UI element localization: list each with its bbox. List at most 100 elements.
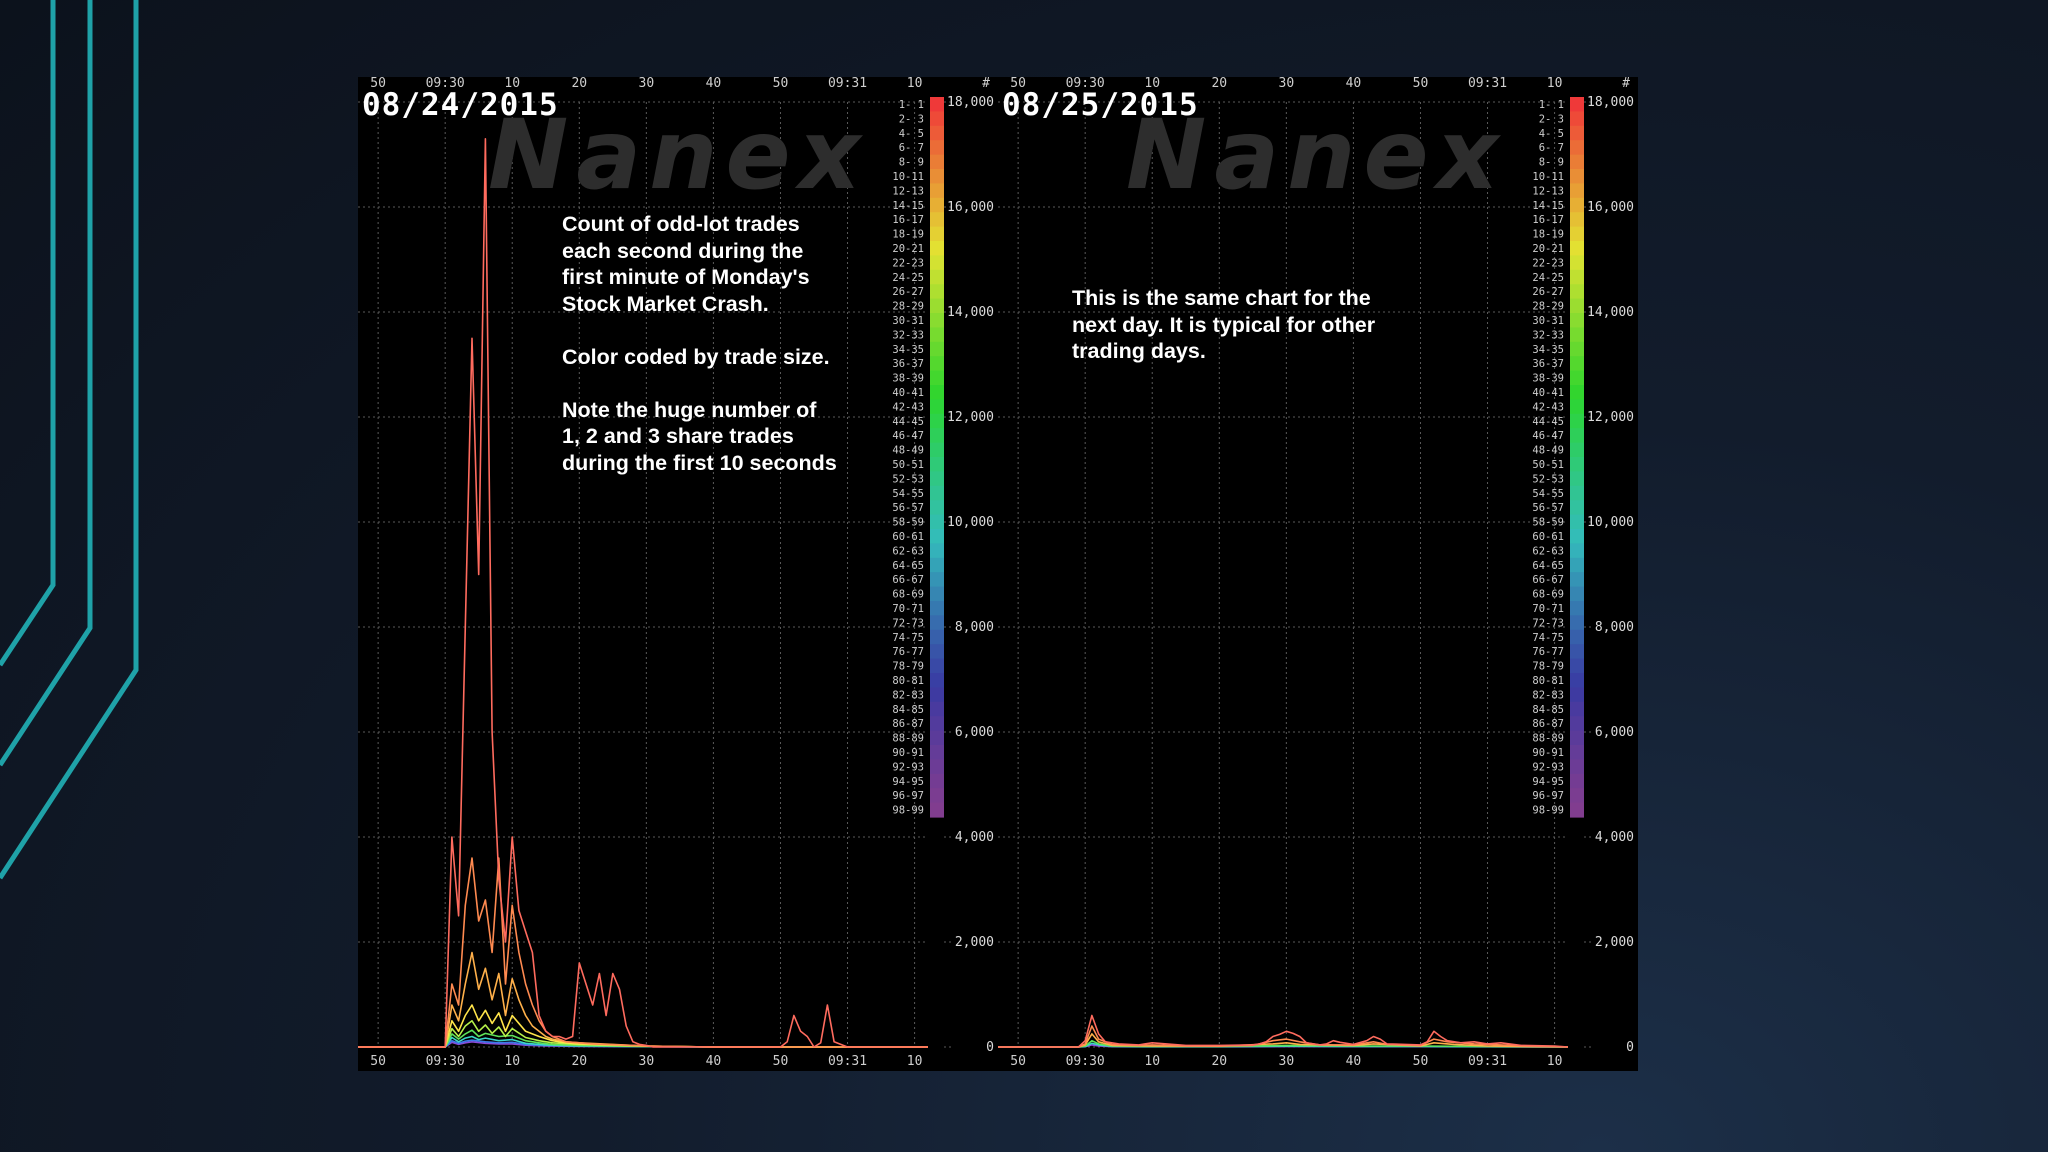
x-tick-label-top: 50 [1010,77,1026,91]
legend-color-swatch [930,716,944,732]
x-tick-label-bottom: 09:31 [828,1054,867,1069]
legend-color-swatch [930,370,944,386]
legend-color-swatch [1570,269,1584,285]
legend-color-swatch [1570,629,1584,645]
legend-range-label: 32-33 [892,329,924,341]
series-line-0 [998,1014,1569,1048]
legend-color-swatch [930,385,944,400]
series-line-1 [998,1025,1569,1048]
series-line-0 [358,137,928,1048]
accent-line-middle [0,0,93,767]
legend-range-label: 68-69 [1532,589,1564,601]
legend-range-label: 22-23 [892,257,924,269]
legend-range-label: 72-73 [1532,617,1564,629]
legend-color-swatch [930,226,944,242]
legend-range-label: 22-23 [1532,257,1564,269]
legend-range-label: 1- 1 [1539,99,1564,111]
legend-color-swatch [1570,471,1584,487]
legend-range-label: 14-15 [1532,200,1564,212]
legend-range-label: 60-61 [892,531,924,543]
legend-range-label: 90-91 [892,747,924,759]
legend-color-swatch [1570,327,1584,343]
legend-color-swatch [930,183,944,199]
legend-color-swatch [930,586,944,602]
legend-range-label: 78-79 [1532,661,1564,673]
legend-range-label: 16-17 [892,214,924,226]
legend-range-label: 48-49 [1532,445,1564,457]
x-tick-label-bottom: 50 [773,1054,789,1069]
series-line-4 [358,1019,928,1048]
legend-range-label: 2- 3 [1539,113,1564,125]
legend-range-label: 44-45 [892,416,924,428]
y-tick-label: 16,000 [947,200,994,215]
legend-color-swatch [930,701,944,717]
legend-range-label: 28-29 [892,301,924,313]
y-tick-label: 6,000 [1595,725,1634,740]
legend-range-label: 2- 3 [899,113,924,125]
legend-range-label: 8- 9 [899,157,924,169]
y-tick-label: 16,000 [1587,200,1634,215]
legend-color-swatch [1570,298,1584,314]
x-tick-label-top: 09:30 [426,77,465,91]
legend-color-swatch [1570,197,1584,213]
legend-color-swatch [930,212,944,228]
legend-color-swatch [1570,557,1584,573]
legend-range-label: 70-71 [1532,603,1564,615]
legend-color-swatch [1570,730,1584,746]
legend-range-label: 84-85 [892,704,924,716]
legend-color-swatch [1570,169,1584,184]
legend-color-swatch [930,557,944,573]
legend-range-label: 32-33 [1532,329,1564,341]
legend-range-label: 20-21 [1532,243,1564,255]
legend-range-label: 54-55 [892,488,924,500]
legend-color-swatch [930,788,944,804]
legend-range-label: 10-11 [1532,171,1564,183]
legend-color-swatch [1570,514,1584,530]
legend-range-label: 26-27 [892,286,924,298]
legend-range-label: 86-87 [892,718,924,730]
legend-range-label: 42-43 [1532,401,1564,413]
legend-color-swatch [1570,341,1584,357]
legend-range-label: 82-83 [892,689,924,701]
x-tick-label-top: 50 [773,77,789,91]
legend-color-swatch [930,687,944,703]
x-tick-label-bottom: 20 [571,1054,587,1069]
legend-range-label: 96-97 [1532,790,1564,802]
legend-color-swatch [1570,241,1584,256]
legend-range-label: 46-47 [1532,430,1564,442]
legend-color-swatch [1570,399,1584,415]
x-tick-label-bottom: 40 [1346,1054,1362,1069]
legend-color-swatch [930,111,944,127]
legend-color-swatch [930,313,944,328]
legend-range-label: 10-11 [892,171,924,183]
y-tick-label: 8,000 [955,620,994,635]
legend-range-label: 42-43 [892,401,924,413]
series-line-2 [358,951,928,1048]
legend-range-label: 74-75 [892,632,924,644]
legend-color-swatch [930,485,944,501]
x-tick-label-top: 09:31 [1468,77,1507,91]
legend-color-swatch [930,543,944,559]
legend-range-label: 76-77 [1532,646,1564,658]
legend-color-swatch [930,255,944,271]
legend-range-label: 58-59 [1532,517,1564,529]
legend-range-label: 12-13 [892,185,924,197]
legend-range-label: 98-99 [892,805,924,817]
annotation-note: This is the same chart for the next day.… [1072,285,1432,391]
legend-range-label: 86-87 [1532,718,1564,730]
x-tick-label-top: 10 [504,77,520,91]
legend-range-label: 12-13 [1532,185,1564,197]
watermark-logo: Nanex [1126,99,1507,211]
y-tick-label: 0 [1626,1040,1634,1055]
legend-color-swatch [1570,572,1584,588]
legend-color-swatch [930,471,944,487]
legend-color-swatch [1570,500,1584,516]
legend-range-label: 44-45 [1532,416,1564,428]
legend-range-label: 62-63 [892,545,924,557]
legend-color-swatch [930,457,944,472]
series-line-2 [998,1033,1569,1048]
legend-color-swatch [1570,255,1584,271]
legend-color-swatch [930,298,944,314]
x-tick-label-bottom: 10 [1144,1054,1160,1069]
legend-range-label: 18-19 [892,229,924,241]
